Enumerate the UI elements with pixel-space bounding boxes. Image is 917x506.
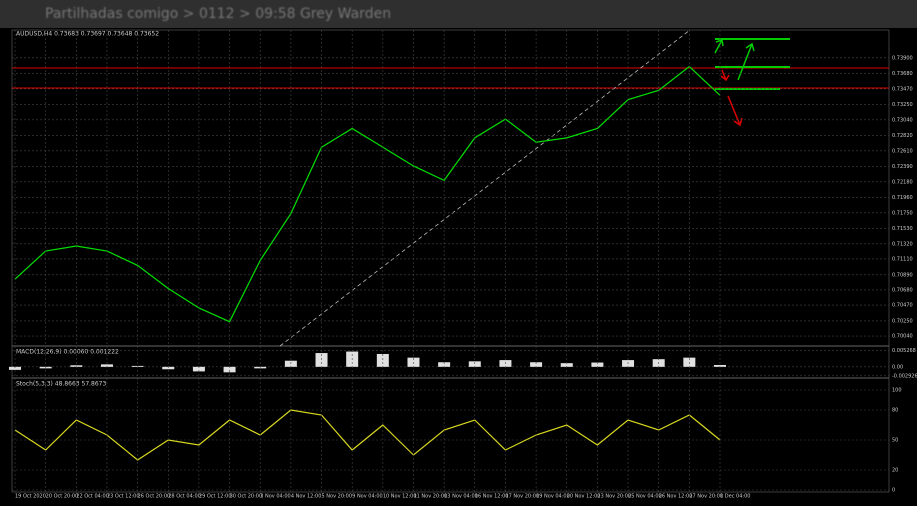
- y-tick-label: 0.71530: [892, 226, 913, 232]
- x-tick-label: 20 Oct 20:00: [46, 494, 79, 500]
- bar: [9, 366, 21, 370]
- y-tick-label: 0.73470: [892, 86, 913, 92]
- y-tick-label: 0.72610: [892, 148, 913, 154]
- y-tick-label: 0.72390: [892, 164, 913, 170]
- y-tick-label: 0.72820: [892, 133, 913, 139]
- macd-title: MACD(12,26,9) 0.00060 0.001222: [16, 349, 119, 356]
- bar: [100, 364, 113, 367]
- chart-frame: [11, 29, 890, 493]
- bar: [223, 366, 236, 373]
- x-tick-label: 23 Nov 20:00: [597, 494, 631, 500]
- y-tick-label: 0.70250: [892, 318, 913, 324]
- x-tick-label: 4 Nov 12:00: [291, 494, 322, 500]
- y-tick-label: 100: [892, 388, 902, 394]
- y-tick-label: 0: [892, 488, 895, 494]
- series-line: [14, 409, 721, 461]
- y-tick-label: 0.71750: [892, 210, 913, 216]
- y-tick-label: 0.70470: [892, 303, 913, 309]
- x-tick-label: 25 Nov 04:00: [628, 494, 662, 500]
- x-tick-label: 11 Nov 20:00: [413, 494, 447, 500]
- x-tick-label: 10 Nov 12:00: [383, 494, 417, 500]
- x-tick-label: 23 Oct 12:00: [107, 494, 140, 500]
- x-tick-label: 1 Dec 04:00: [720, 494, 750, 500]
- bar: [192, 366, 205, 372]
- x-tick-label: 28 Oct 04:00: [168, 494, 201, 500]
- bar: [530, 362, 543, 367]
- y-tick-label: 0.73900: [892, 55, 913, 61]
- bar: [376, 353, 389, 367]
- x-tick-label: 20 Nov 12:00: [567, 494, 601, 500]
- bar: [591, 362, 604, 367]
- x-tick-label: 26 Nov 12:00: [659, 494, 693, 500]
- x-tick-label: 27 Nov 20:00: [689, 494, 723, 500]
- bar: [162, 366, 175, 370]
- bar: [560, 363, 573, 367]
- top-bar: Partilhadas comigo > 0112 > 09:58 Grey W…: [0, 0, 917, 28]
- y-tick-label: 0.005268: [892, 348, 916, 354]
- y-tick-label: 0.70680: [892, 287, 913, 293]
- y-tick-label: -0.002926: [892, 373, 917, 379]
- annotations: [12, 29, 889, 347]
- y-tick-label: 0.71320: [892, 241, 913, 247]
- x-tick-label: 16 Nov 12:00: [475, 494, 509, 500]
- x-tick-label: 29 Oct 12:00: [199, 494, 232, 500]
- x-tick-label: 13 Nov 04:00: [444, 494, 478, 500]
- x-tick-label: 5 Nov 20:00: [322, 494, 353, 500]
- y-tick-label: 0.70890: [892, 272, 913, 278]
- stoch-title: Stoch(5,3,3) 48.8663 57.8673: [16, 381, 107, 388]
- chart-title: AUDUSD,H4 0.73683 0.73697 0.73648 0.7365…: [16, 31, 159, 38]
- y-tick-label: 20: [892, 468, 898, 474]
- y-tick-label: 0.73250: [892, 102, 913, 108]
- chart: AUDUSD,H4 0.73683 0.73697 0.73648 0.7365…: [9, 29, 917, 500]
- y-tick-label: 0.73040: [892, 117, 913, 123]
- x-tick-label: 17 Nov 20:00: [505, 494, 539, 500]
- x-tick-label: 30 Oct 20:00: [230, 494, 263, 500]
- bar: [438, 362, 451, 367]
- y-tick-label: 50: [892, 438, 898, 444]
- x-tick-label: 22 Oct 04:00: [76, 494, 109, 500]
- y-tick-label: 0.00: [892, 364, 903, 370]
- y-tick-label: 0.72180: [892, 179, 913, 185]
- x-tick-label: 19 Oct 2020: [15, 494, 46, 500]
- green-arrow: [714, 39, 724, 54]
- bar: [714, 364, 726, 367]
- x-tick-label: 9 Nov 04:00: [352, 494, 383, 500]
- x-tick-label: 19 Nov 04:00: [536, 494, 570, 500]
- breadcrumb: Partilhadas comigo > 0112 > 09:58 Grey W…: [45, 6, 392, 22]
- y-tick-label: 0.71960: [892, 195, 913, 201]
- y-tick-label: 80: [892, 408, 898, 414]
- y-tick-label: 0.71110: [892, 256, 913, 262]
- y-tick-label: 0.70040: [892, 334, 913, 340]
- x-tick-label: 26 Oct 20:00: [138, 494, 171, 500]
- x-tick-label: 3 Nov 04:00: [260, 494, 291, 500]
- red-arrow: [727, 95, 743, 127]
- trend-line: [279, 29, 691, 347]
- y-tick-label: 0.73680: [892, 71, 913, 77]
- series-line: [14, 65, 721, 323]
- bar: [468, 361, 481, 367]
- red-arrow: [720, 69, 730, 82]
